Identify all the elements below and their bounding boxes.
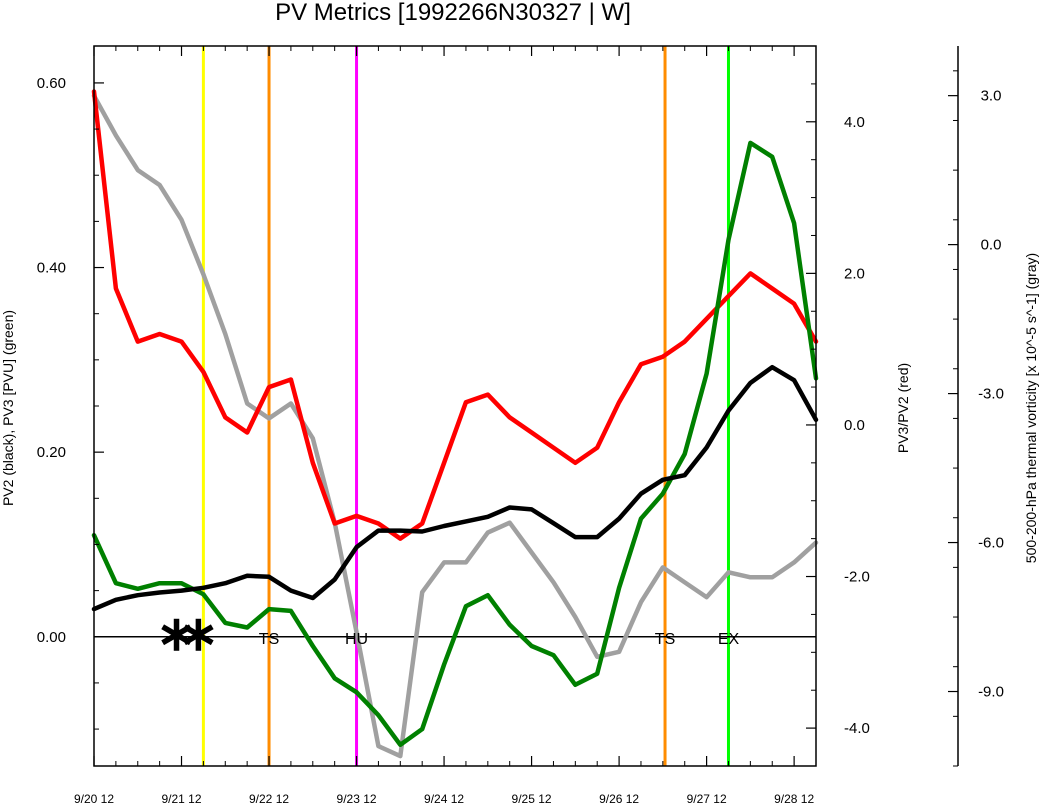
stage-label-hu-1: HU: [345, 631, 368, 648]
stage-label-ex-3: EX: [718, 631, 740, 648]
left-axis-label: PV2 (black), PV3 [PVU] (green): [0, 310, 16, 506]
right-tick-label-2: 0.0: [844, 417, 865, 434]
left-tick-label-0: 0.00: [37, 629, 66, 646]
right-tick-label-3: 2.0: [844, 265, 865, 282]
x-tick-label-8: 9/28 12: [774, 792, 814, 805]
axis-tick-labels: 9/20 12 9/21 12 9/22 12 9/23 12 9/24 12 9/25 …: [37, 75, 1004, 805]
far-tick-label-3: 0.0: [981, 237, 1002, 254]
right-tick-label-4: 4.0: [844, 114, 865, 131]
asterisk-marker-0: [161, 618, 192, 651]
left-tick-label-3: 0.60: [37, 75, 66, 92]
series-line-vort: [91, 93, 819, 759]
stage-labels: TS HU TS EX: [259, 631, 740, 648]
x-tick-label-7: 9/27 12: [687, 792, 727, 805]
stage-label-ts-2: TS: [655, 631, 675, 648]
left-tick-label-1: 0.20: [37, 444, 66, 461]
far-tick-label-0: -9.0: [978, 684, 1004, 701]
series-line-ratio: [91, 89, 819, 541]
far-tick-label-2: -3.0: [978, 386, 1004, 403]
x-tick-label-1: 9/21 12: [161, 792, 201, 805]
far-right-axis-label: 500-200-hPa thermal vorticity [x 10^-5 s…: [1023, 253, 1039, 563]
x-tick-label-4: 9/24 12: [424, 792, 464, 805]
asterisk-stroke: [183, 624, 214, 646]
left-tick-label-2: 0.40: [37, 260, 66, 277]
x-tick-label-0: 9/20 12: [74, 792, 114, 805]
far-tick-label-1: -6.0: [978, 535, 1004, 552]
right-axis-label: PV3/PV2 (red): [895, 363, 911, 453]
x-tick-label-3: 9/23 12: [337, 792, 377, 805]
stage-vertical-lines: [201, 46, 730, 766]
x-tick-label-5: 9/25 12: [512, 792, 552, 805]
axis-ticks: [93, 45, 958, 767]
x-tick-label-2: 9/22 12: [249, 792, 289, 805]
right-tick-label-1: -2.0: [844, 569, 870, 586]
asterisk-marker-1: [183, 618, 214, 651]
data-series: [91, 89, 819, 759]
series-line-pv3: [91, 140, 819, 748]
genesis-asterisks: [161, 618, 214, 651]
x-tick-label-6: 9/26 12: [599, 792, 639, 805]
right-tick-label-0: -4.0: [844, 720, 870, 737]
series-line-pv2: [91, 364, 819, 612]
stage-label-ts-0: TS: [259, 631, 279, 648]
far-tick-label-4: 3.0: [981, 88, 1002, 105]
chart-title: PV Metrics [1992266N30327 | W]: [275, 0, 631, 26]
